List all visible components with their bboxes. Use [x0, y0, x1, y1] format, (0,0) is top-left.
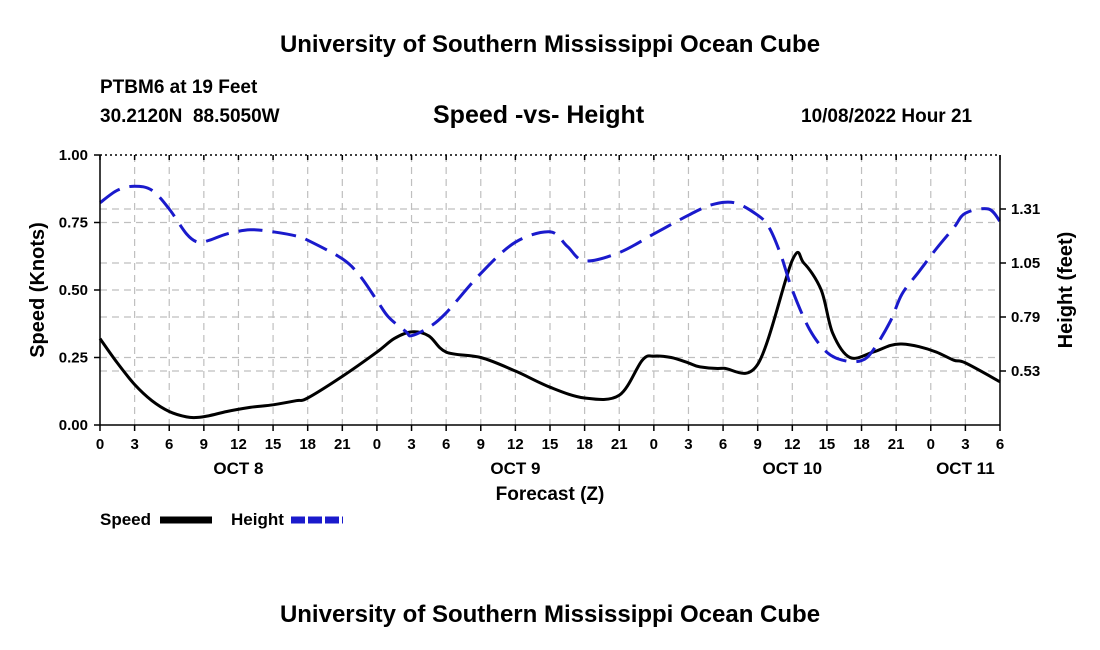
x-tick-label: 15 — [265, 436, 282, 453]
x-tick-label: 18 — [576, 436, 593, 453]
axes — [94, 154, 1006, 431]
y2-tick-label: 1.31 — [1011, 201, 1040, 218]
x-tick-label: 18 — [299, 436, 316, 453]
x-tick-label: 3 — [130, 436, 138, 453]
x-tick-label: 18 — [853, 436, 870, 453]
x-tick-label: 12 — [507, 436, 524, 453]
x-tick-label: 12 — [230, 436, 247, 453]
x-tick-label: 9 — [477, 436, 485, 453]
x-tick-label: 15 — [819, 436, 836, 453]
date-label: OCT 11 — [936, 459, 995, 478]
legend-label-height: Height — [231, 510, 284, 529]
x-tick-label: 0 — [927, 436, 935, 453]
x-tick-label: 6 — [719, 436, 727, 453]
x-tick-label: 21 — [888, 436, 905, 453]
x-tick-label: 6 — [165, 436, 173, 453]
y-tick-label: 0.50 — [59, 282, 88, 299]
x-tick-label: 21 — [334, 436, 351, 453]
x-tick-label: 6 — [442, 436, 450, 453]
chart-title: Speed -vs- Height — [433, 101, 645, 129]
legend-label-speed: Speed — [100, 510, 151, 529]
x-tick-label: 0 — [96, 436, 104, 453]
x-tick-label: 15 — [542, 436, 559, 453]
x-axis-title: Forecast (Z) — [496, 484, 605, 505]
x-tick-label: 12 — [784, 436, 801, 453]
y-tick-label: 0.75 — [59, 215, 88, 232]
page-title: University of Southern Mississippi Ocean… — [279, 31, 821, 58]
date-label: OCT 8 — [213, 459, 263, 478]
x-tick-label: 0 — [373, 436, 381, 453]
x-tick-label: 3 — [961, 436, 969, 453]
date-label: OCT 10 — [763, 459, 823, 478]
x-tick-label: 6 — [996, 436, 1004, 453]
coordinates-label: 30.2120N 88.5050W — [100, 106, 280, 127]
x-tick-label: 3 — [684, 436, 692, 453]
x-tick-label: 0 — [650, 436, 658, 453]
x-tick-label: 9 — [754, 436, 762, 453]
x-tick-label: 9 — [200, 436, 208, 453]
y-tick-label: 0.00 — [59, 417, 88, 434]
footer-title: University of Southern Mississippi Ocean… — [279, 601, 821, 628]
x-tick-label: 3 — [407, 436, 415, 453]
grid — [100, 155, 1000, 425]
y2-axis-title: Height (feet) — [1055, 232, 1077, 349]
x-tick-label: 21 — [611, 436, 628, 453]
date-label: 10/08/2022 Hour 21 — [801, 106, 973, 127]
y-tick-label: 0.25 — [59, 350, 88, 367]
labels: 0 3 6 9 12 15 18 21 0 3 6 9 12 15 18 21 0 3 6 9 12 15 18 21 0 3 6 0… — [27, 147, 1077, 529]
y2-tick-label: 0.79 — [1011, 309, 1040, 326]
y2-tick-label: 1.05 — [1011, 255, 1040, 272]
y2-tick-label: 0.53 — [1011, 363, 1040, 380]
y-tick-label: 1.00 — [59, 147, 88, 164]
y-axis-title: Speed (Knots) — [27, 222, 49, 358]
station-label: PTBM6 at 19 Feet — [100, 77, 258, 98]
date-label: OCT 9 — [490, 459, 540, 478]
series-line-height — [99, 184, 1002, 364]
series — [98, 184, 1002, 420]
